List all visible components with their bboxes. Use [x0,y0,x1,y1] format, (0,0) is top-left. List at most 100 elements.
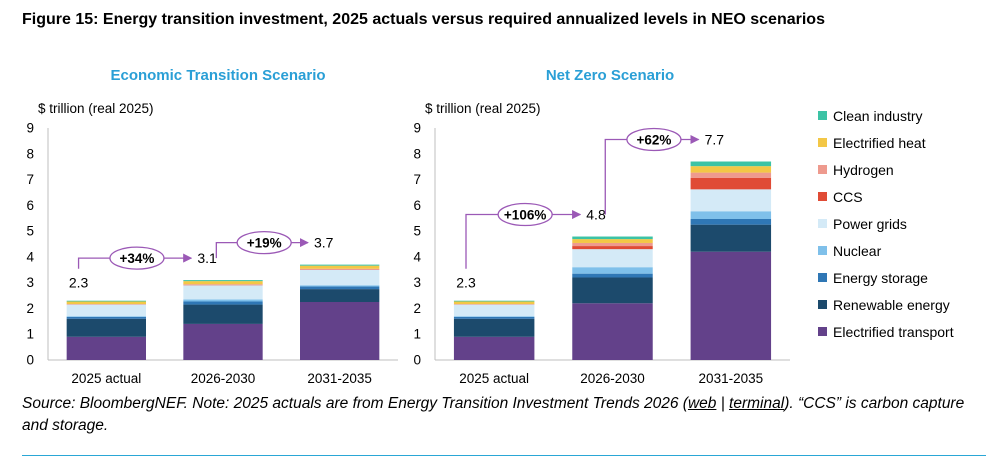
legend-swatch [818,327,827,336]
link-terminal[interactable]: terminal [729,395,785,412]
bar-segment [300,269,380,286]
source-sep: | [716,395,730,412]
legend-item: Hydrogen [818,156,998,183]
legend-label: Power grids [833,215,907,232]
bar-segment [183,281,263,285]
bar-segment [183,284,263,285]
y-tick-label: 1 [26,327,34,342]
legend-swatch [818,111,827,120]
bar-segment [572,246,653,250]
growth-label: +62% [636,133,671,148]
growth-bubble [626,127,682,152]
legend-swatch [818,192,827,201]
legend-item: Electrified heat [818,129,998,156]
total-label: 3.1 [197,250,217,266]
growth-label: +19% [247,236,282,251]
legend-swatch [818,138,827,147]
source-note: Source: BloombergNEF. Note: 2025 actuals… [22,393,982,437]
y-tick-label: 0 [413,353,421,368]
y-tick-label: 6 [413,198,421,213]
growth-label: +34% [119,251,154,266]
total-label: 4.8 [586,207,606,223]
legend-swatch [818,219,827,228]
y-axis-label: $ trillion (real 2025) [425,101,541,116]
bar-segment [690,166,772,173]
legend-item: CCS [818,183,998,210]
bar-segment [572,273,653,278]
chart-title: Economic Transition Scenario [110,67,325,84]
total-label: 2.3 [456,275,476,291]
bar-segment [453,316,535,319]
y-tick-label: 7 [413,172,421,187]
bar-segment [66,336,146,360]
bar-segment [300,264,380,266]
figure-title: Figure 15: Energy transition investment,… [22,11,825,28]
bar-segment [572,249,653,268]
bar-segment [66,316,146,317]
y-tick-label: 5 [26,224,34,239]
legend-item: Nuclear [818,237,998,264]
bar-segment [300,269,380,270]
growth-bubble [109,246,165,270]
legend-label: Energy storage [833,269,928,286]
legend-label: Clean industry [833,107,923,124]
x-tick-label: 2026-2030 [580,371,645,386]
y-tick-label: 9 [413,121,421,136]
bar-segment [66,301,146,305]
x-tick-label: 2025 actual [71,371,141,386]
legend-swatch [818,273,827,282]
x-tick-label: 2031-2035 [307,371,372,386]
bar-segment [183,301,263,305]
bar-segment [572,267,653,274]
total-label: 3.7 [314,235,334,251]
bar-segment [453,300,535,302]
legend-item: Clean industry [818,102,998,129]
x-tick-label: 2025 actual [459,371,529,386]
legend-item: Power grids [818,210,998,237]
legend-item: Electrified transport [818,318,998,345]
bar-segment [183,304,263,324]
bar-segment [690,224,772,252]
bar-segment [183,284,263,286]
y-tick-label: 1 [413,327,421,342]
bar-segment [453,301,535,305]
link-web[interactable]: web [687,395,717,412]
bar-segment [66,316,146,319]
bar-segment [300,289,380,302]
legend-swatch [818,165,827,174]
bottom-rule [22,455,986,456]
bar-segment [572,239,653,243]
total-label: 7.7 [705,132,725,148]
legend-item: Energy storage [818,264,998,291]
source-suffix: ). “CCS” is carbon capture and storage. [22,395,965,434]
y-tick-label: 3 [413,275,421,290]
bar-segment [300,285,380,287]
bar-segment [300,265,380,269]
bar-segment [572,303,653,360]
bar-segment [300,286,380,290]
bar-segment [690,251,772,360]
bar-segment [572,242,653,247]
bar-segment [66,304,146,317]
source-prefix: Source: BloombergNEF. Note: 2025 actuals… [22,395,688,412]
y-tick-label: 2 [413,301,421,316]
y-tick-label: 7 [26,172,34,187]
legend-label: Nuclear [833,242,882,259]
bar-segment [572,277,653,304]
bar-segment [453,316,535,317]
y-axis-label: $ trillion (real 2025) [38,101,154,116]
legend-label: Electrified transport [833,323,954,340]
y-tick-label: 6 [26,198,34,213]
bar-segment [66,318,146,337]
legend-label: Hydrogen [833,161,894,178]
bar-segment [183,280,263,282]
y-tick-label: 5 [413,224,421,239]
y-tick-label: 0 [26,353,34,368]
bar-segment [690,218,772,225]
y-tick-label: 8 [26,146,34,161]
bar-segment [572,236,653,240]
bar-segment [690,189,772,212]
bar-segment [690,161,772,167]
growth-label: +106% [504,208,546,223]
bar-segment [453,318,535,337]
